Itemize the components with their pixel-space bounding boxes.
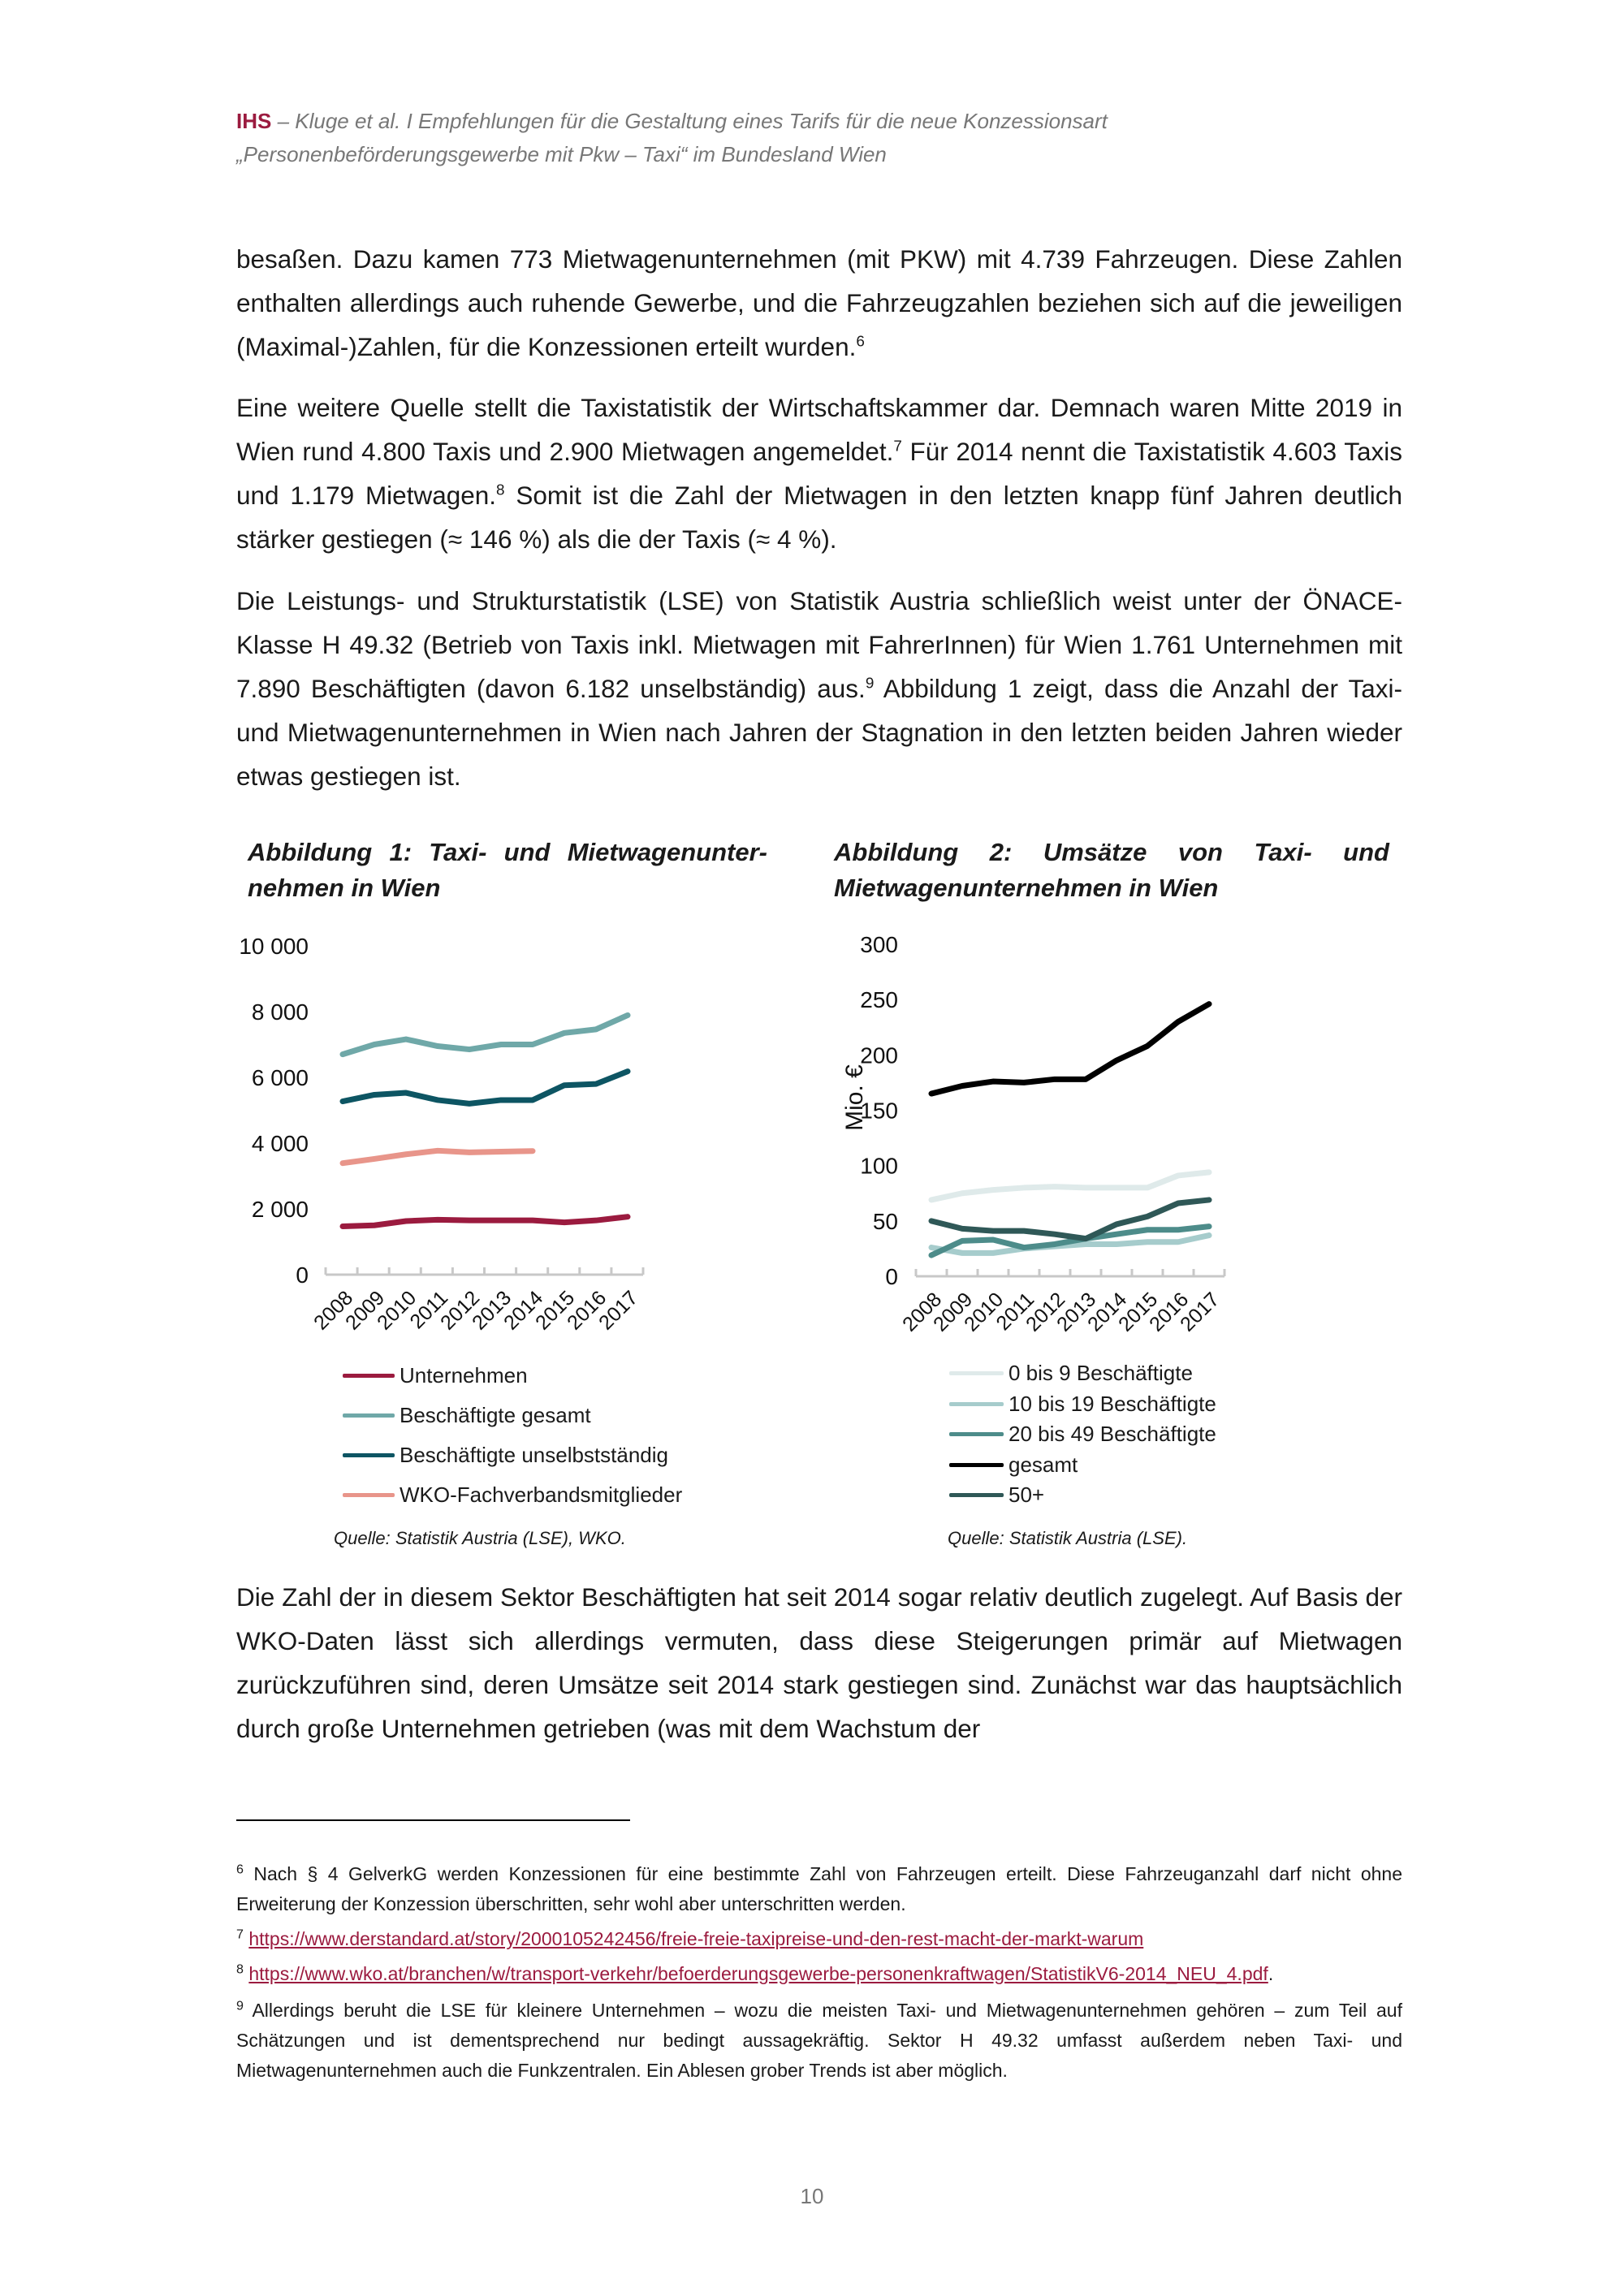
legend-label: 20 bis 49 Beschäftigte	[1009, 1422, 1216, 1447]
legend-swatch	[343, 1453, 395, 1457]
legend-label: WKO-Fachverbandsmitglieder	[400, 1482, 683, 1507]
footnote-link[interactable]: https://www.derstandard.at/story/2000105…	[248, 1928, 1144, 1949]
text: Abbildung 1 zeigt, dass die Anzahl der T…	[236, 674, 1402, 791]
footnote-number: 8	[236, 1962, 244, 1977]
footnote-text: Nach § 4 GelverkG werden Konzessionen fü…	[236, 1863, 1402, 1914]
text: Eine weitere Quelle stellt die Taxistati…	[236, 393, 1402, 466]
footnote-separator	[236, 1819, 630, 1821]
paragraph-2: Eine weitere Quelle stellt die Taxistati…	[236, 386, 1402, 561]
paragraph-3: Die Leistungs- und Strukturstatistik (LS…	[236, 579, 1402, 798]
y-tick-label: 4 000	[252, 1131, 309, 1156]
figure-2-title: Abbildung 2: Umsätze von Taxi- und Mietw…	[834, 838, 1389, 902]
figure-2-source: Quelle: Statistik Austria (LSE).	[948, 1528, 1188, 1548]
y-tick-label: 200	[860, 1042, 898, 1068]
footnote-number: 6	[236, 1862, 244, 1877]
header-line-1: – Kluge et al. I Empfehlungen für die Ge…	[271, 109, 1108, 133]
paragraph-4: Die Zahl der in diesem Sektor Beschäftig…	[236, 1575, 1402, 1750]
legend-item: Unternehmen	[343, 1356, 682, 1396]
running-header: IHS – Kluge et al. I Empfehlungen für di…	[236, 109, 1108, 134]
series-line-wko-fachverbandsmitglieder	[339, 1147, 536, 1167]
y-tick-label: 100	[860, 1154, 898, 1179]
text: Die Leistungs- und Strukturstatistik (LS…	[236, 586, 1402, 703]
legend-item: 0 bis 9 Beschäftigte	[949, 1358, 1216, 1389]
series-line-50-	[928, 1197, 1212, 1242]
y-tick-label: 0	[885, 1264, 898, 1289]
footnote-9: 9 Allerdings beruht die LSE für kleinere…	[236, 1996, 1402, 2086]
legend-swatch	[949, 1371, 1004, 1376]
legend-label: Beschäftigte unselbstständig	[400, 1443, 668, 1467]
chart-2-legend: 0 bis 9 Beschäftigte 10 bis 19 Beschäftig…	[949, 1358, 1216, 1511]
y-tick-label: 150	[860, 1098, 898, 1124]
y-tick-label: 6 000	[252, 1065, 309, 1090]
text: Für 2014 nennt die Taxistatistik 4.603 T…	[236, 437, 1402, 510]
y-tick-label: 250	[860, 987, 898, 1012]
legend-label: gesamt	[1009, 1452, 1078, 1477]
legend-label: 50+	[1009, 1482, 1045, 1508]
legend-label: 10 bis 19 Beschäftigte	[1009, 1391, 1216, 1416]
legend-swatch	[343, 1374, 395, 1378]
page-number: 10	[800, 2184, 824, 2208]
series-line-10-bis-19-besch-ftigte	[928, 1232, 1212, 1256]
legend-swatch	[343, 1413, 395, 1418]
footnote-number: 9	[236, 1998, 244, 2013]
legend-item: 10 bis 19 Beschäftigte	[949, 1389, 1216, 1420]
series-line-0-bis-9-besch-ftigte	[928, 1169, 1212, 1203]
y-tick-label: 50	[873, 1209, 898, 1234]
series-line-besch-ftigte-unselbstst-ndig	[339, 1068, 631, 1107]
footnote-8: 8 https://www.wko.at/branchen/w/transpor…	[236, 1959, 1402, 1989]
legend-item: 20 bis 49 Beschäftigte	[949, 1419, 1216, 1450]
footnote-text: Allerdings beruht die LSE für kleinere U…	[236, 2000, 1402, 2081]
footnote-6: 6 Nach § 4 GelverkG werden Konzessionen …	[236, 1859, 1402, 1919]
figure-1-title: Abbildung 1: Taxi- und Mietwagenunter-ne…	[248, 838, 767, 902]
y-tick-label: 2 000	[252, 1197, 309, 1222]
legend-label: Unternehmen	[400, 1363, 528, 1388]
text: besaßen. Dazu kamen 773 Mietwagenunterne…	[236, 244, 1402, 361]
y-tick-label: 8 000	[252, 999, 309, 1025]
y-tick-label: 10 000	[239, 934, 309, 959]
legend-swatch	[343, 1493, 395, 1497]
chart-1-legend: Unternehmen Beschäftigte gesamt Beschäftig…	[343, 1356, 682, 1515]
footnote-link[interactable]: https://www.wko.at/branchen/w/transport-…	[248, 1963, 1268, 1984]
text: Die Zahl der in diesem Sektor Beschäftig…	[236, 1582, 1402, 1743]
legend-item: WKO-Fachverbandsmitglieder	[343, 1475, 682, 1515]
legend-swatch	[949, 1432, 1004, 1437]
legend-label: Beschäftigte gesamt	[400, 1403, 591, 1427]
text: Somit ist die Zahl der Mietwagen in den …	[236, 481, 1402, 554]
footnote-ref-6[interactable]: 6	[856, 333, 865, 351]
legend-swatch	[949, 1462, 1004, 1467]
y-tick-label: 0	[296, 1262, 309, 1288]
footnote-ref-9[interactable]: 9	[865, 675, 875, 693]
legend-swatch	[949, 1401, 1004, 1406]
chart-2: 0501001502002503002008200920102011201220…	[841, 932, 1226, 1336]
header-line-2: „Personenbeförderungsgewerbe mit Pkw – T…	[236, 142, 887, 166]
legend-label: 0 bis 9 Beschäftigte	[1009, 1361, 1193, 1386]
series-line-unternehmen	[339, 1214, 631, 1229]
paragraph-1: besaßen. Dazu kamen 773 Mietwagenunterne…	[236, 237, 1402, 369]
footnote-period: .	[1268, 1963, 1274, 1984]
legend-item: Beschäftigte gesamt	[343, 1396, 682, 1435]
y-axis-label: Mio. €	[841, 1064, 868, 1131]
legend-item: Beschäftigte unselbstständig	[343, 1435, 682, 1475]
legend-item: 50+	[949, 1480, 1216, 1511]
footnote-number: 7	[236, 1927, 244, 1942]
series-line-gesamt	[928, 1001, 1212, 1097]
footnote-ref-7[interactable]: 7	[893, 438, 902, 455]
figure-1-source: Quelle: Statistik Austria (LSE), WKO.	[334, 1528, 626, 1548]
series-line-20-bis-49-besch-ftigte	[928, 1224, 1212, 1258]
series-line-besch-ftigte-gesamt	[339, 1012, 631, 1058]
footnote-7: 7 https://www.derstandard.at/story/20001…	[236, 1924, 1402, 1954]
y-tick-label: 300	[860, 932, 898, 957]
legend-item: gesamt	[949, 1450, 1216, 1481]
footnote-ref-8[interactable]: 8	[496, 481, 505, 499]
legend-swatch	[949, 1493, 1004, 1498]
ihs-brand: IHS	[236, 109, 272, 133]
